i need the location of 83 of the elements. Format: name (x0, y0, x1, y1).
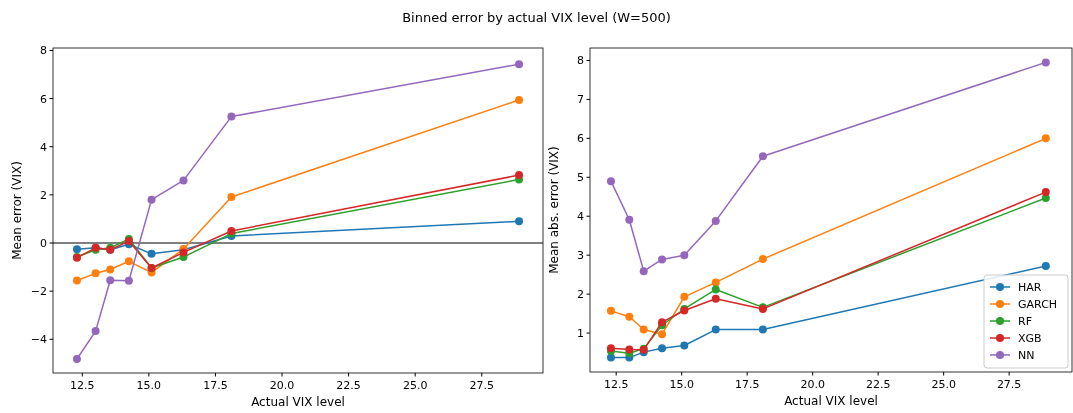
point (147, 249, 156, 258)
point (658, 330, 667, 339)
point (606, 306, 615, 315)
x-tick-label: 25.0 (402, 379, 428, 392)
point (711, 325, 720, 334)
x-tick-label: 12.5 (603, 378, 629, 391)
y-tick-label: 6 (577, 132, 584, 146)
point (658, 344, 667, 353)
point (758, 255, 767, 264)
x-tick-label: 15.0 (669, 378, 694, 391)
point (625, 312, 634, 321)
point (72, 355, 81, 364)
y-axis-title: Mean error (VIX) (10, 161, 24, 260)
point (91, 269, 100, 278)
x-tick-label: 15.0 (136, 379, 162, 392)
point (72, 245, 81, 254)
x-tick-label: 22.5 (336, 379, 361, 392)
point (515, 217, 524, 226)
x-tick-label: 22.5 (865, 378, 891, 391)
x-tick-label: 27.5 (996, 378, 1022, 391)
point (1041, 134, 1050, 143)
legend-label: HAR (1018, 281, 1042, 294)
x-tick-label: 20.0 (269, 379, 295, 392)
point (1041, 188, 1050, 197)
x-tick-label: 12.5 (70, 379, 95, 392)
point (1041, 58, 1050, 67)
point (124, 257, 133, 266)
chart-title: Binned error by actual VIX level (W=500) (402, 10, 671, 25)
point (179, 176, 188, 185)
point (680, 341, 689, 350)
point (680, 251, 689, 260)
point (711, 216, 720, 225)
y-tick-label: 6 (40, 92, 47, 106)
point (106, 265, 115, 274)
y-tick-label: 4 (40, 140, 47, 154)
y-tick-label: 1 (577, 327, 584, 341)
point (711, 278, 720, 287)
legend-label: NN (1018, 349, 1035, 362)
x-tick-label: 17.5 (203, 379, 228, 392)
legend-label: XGB (1018, 332, 1042, 345)
point (680, 292, 689, 301)
y-tick-label: 0 (40, 237, 47, 250)
y-tick-label: 3 (577, 249, 584, 263)
point (227, 112, 236, 121)
x-tick-label: 17.5 (734, 378, 760, 391)
point (515, 96, 524, 104)
y-tick-label: 8 (40, 44, 47, 58)
y-tick-label: 8 (577, 54, 584, 68)
y-tick-label: 5 (577, 171, 584, 185)
point (227, 193, 236, 202)
point (106, 276, 115, 285)
point (711, 294, 720, 303)
y-tick-label: 2 (577, 288, 584, 302)
point (639, 325, 648, 334)
point (515, 171, 524, 180)
point (606, 353, 615, 362)
point (658, 255, 667, 264)
point (124, 276, 133, 285)
point (711, 285, 720, 294)
point (758, 152, 767, 161)
y-axis-title: Mean abs. error (VIX) (547, 146, 561, 274)
point (1041, 262, 1050, 271)
point (639, 267, 648, 276)
y-tick-label: 7 (577, 93, 584, 107)
point (625, 345, 634, 354)
point (606, 177, 615, 186)
point (758, 325, 767, 334)
point (625, 215, 634, 224)
point (72, 276, 81, 285)
legend-label: GARCH (1018, 298, 1058, 311)
y-tick-label: −4 (30, 333, 47, 347)
y-tick-label: 2 (40, 188, 47, 202)
point (91, 327, 100, 336)
point (147, 195, 156, 204)
point (515, 60, 524, 69)
y-tick-label: −2 (30, 285, 47, 299)
x-tick-label: 27.5 (469, 379, 494, 392)
x-axis-title: Actual VIX level (784, 394, 878, 408)
legend-label: RF (1018, 315, 1032, 328)
y-tick-label: 4 (577, 210, 584, 224)
x-tick-label: 20.0 (800, 378, 825, 391)
x-tick-label: 25.0 (931, 378, 956, 391)
x-axis-title: Actual VIX level (251, 395, 345, 409)
